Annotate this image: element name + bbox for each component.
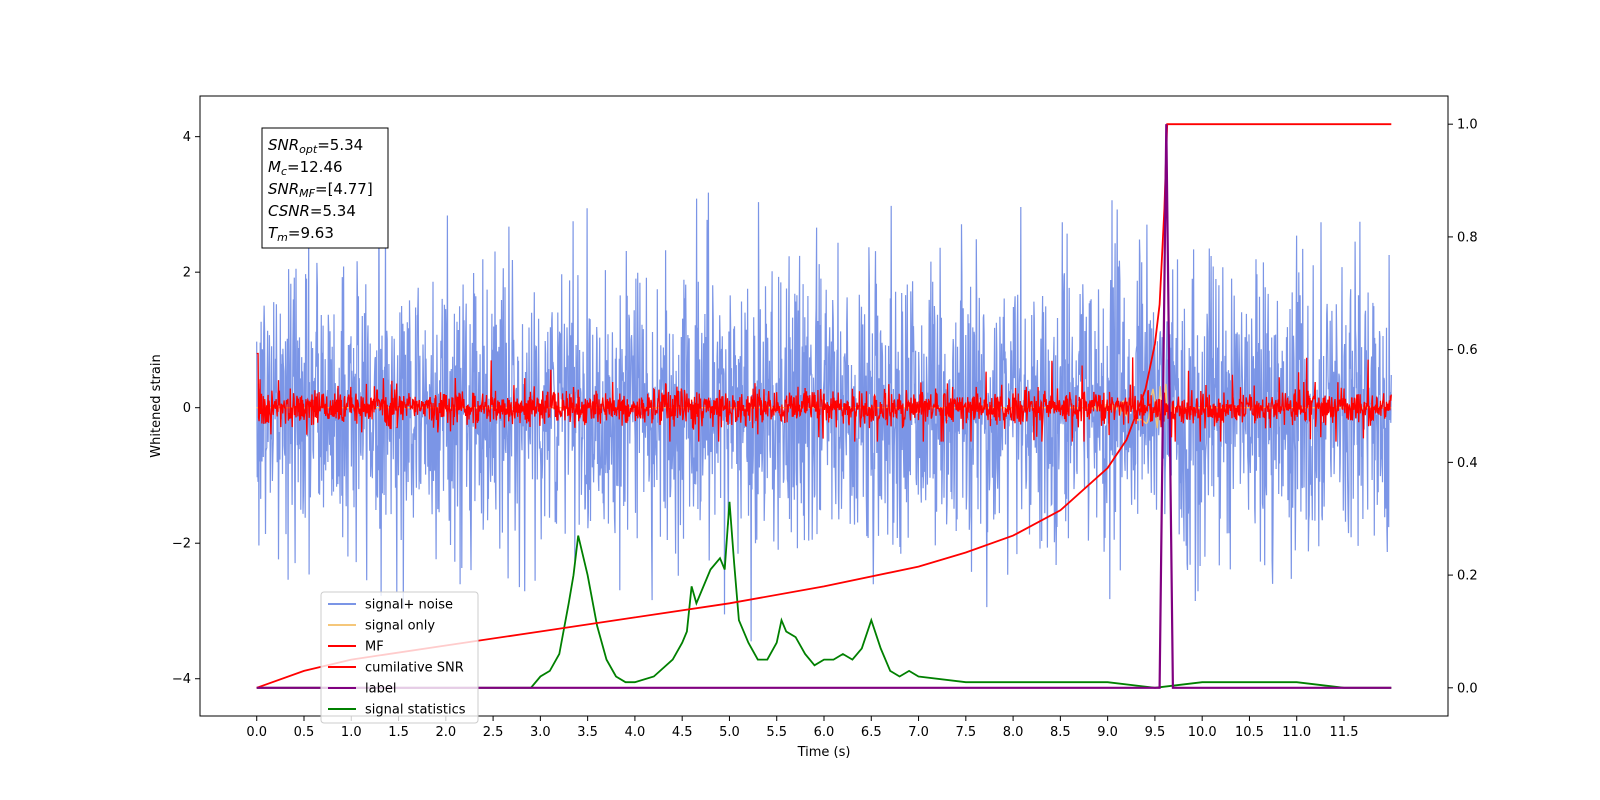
legend-items: signal+ noise signal only MF cumilative SNR… [328, 598, 466, 718]
annotation-snr-mf: SNRMF=[4.77] [268, 180, 373, 200]
legend: signal+ noise signal only MF cumilative SNR… [320, 591, 479, 724]
x-tick-label: 9.5 [1145, 725, 1166, 740]
x-axis-label: Time (s) [797, 745, 851, 760]
x-tick-label: 3.0 [530, 725, 551, 740]
y2-tick-label: 0.2 [1457, 569, 1478, 584]
x-tick-label: 5.0 [719, 725, 740, 740]
x-tick-label: 9.0 [1097, 725, 1118, 740]
y-tick-label: 2 [183, 266, 191, 281]
x-tick-label: 0.0 [246, 725, 267, 740]
y2-tick-label: 0.6 [1457, 343, 1478, 358]
plot-area [256, 123, 1392, 689]
x-tick-label: 2.0 [435, 725, 456, 740]
x-tick-label: 11.0 [1282, 725, 1311, 740]
legend-label: cumilative SNR [365, 661, 464, 676]
x-axis: 0.0 0.5 1.0 1.5 2.0 2.5 3.0 3.5 4.0 4.5 5.0 5.5 6.0 6… [246, 716, 1358, 740]
series-mf [256, 352, 1392, 442]
x-tick-label: 10.0 [1188, 725, 1217, 740]
x-tick-label: 7.5 [955, 725, 976, 740]
y-tick-label: −4 [172, 672, 191, 687]
x-tick-label: 11.5 [1330, 725, 1359, 740]
series-signal-statistics [256, 501, 1392, 689]
x-tick-label: 6.0 [814, 725, 835, 740]
x-tick-label: 2.5 [483, 725, 504, 740]
y-tick-label: −2 [172, 537, 191, 552]
x-tick-label: 6.5 [861, 725, 882, 740]
legend-label: signal+ noise [365, 598, 453, 613]
annotation-mc: Mc=12.46 [268, 158, 343, 178]
annotation-csnr: CSNR=5.34 [268, 202, 356, 220]
stats-annotation-box: SNRopt=5.34 Mc=12.46 SNRMF=[4.77] CSNR=5… [261, 127, 389, 249]
x-tick-label: 4.5 [672, 725, 693, 740]
annotation-snr-opt: SNRopt=5.34 [268, 136, 363, 156]
y-tick-label: 4 [183, 130, 191, 145]
x-tick-label: 8.5 [1050, 725, 1071, 740]
y-axis-right: 1.0 0.8 0.6 0.4 0.2 0.0 [1448, 118, 1478, 696]
legend-label: signal statistics [365, 703, 466, 718]
legend-label: label [365, 682, 396, 697]
x-tick-label: 0.5 [294, 725, 315, 740]
y2-tick-label: 0.0 [1457, 681, 1478, 696]
y2-tick-label: 0.8 [1457, 230, 1478, 245]
x-tick-label: 8.0 [1003, 725, 1024, 740]
y2-tick-label: 1.0 [1457, 118, 1478, 133]
series-label [256, 124, 1392, 689]
annotation-tm: Tm=9.63 [268, 224, 334, 244]
y-axis-label: Whitened strain [149, 354, 164, 457]
x-tick-label: 10.5 [1235, 725, 1264, 740]
x-tick-label: 7.0 [908, 725, 929, 740]
x-tick-label: 1.5 [388, 725, 409, 740]
annotation-border [261, 127, 389, 249]
series-signal-noise [256, 178, 1392, 642]
y-tick-label: 0 [183, 401, 191, 416]
legend-frame [320, 591, 479, 724]
x-tick-label: 5.5 [766, 725, 787, 740]
legend-label: signal only [365, 619, 435, 634]
y-axis-left: 4 2 0 −2 −4 [172, 130, 200, 687]
legend-label: MF [365, 640, 384, 655]
x-tick-label: 1.0 [341, 725, 362, 740]
x-tick-label: 3.5 [577, 725, 598, 740]
y2-tick-label: 0.4 [1457, 456, 1478, 471]
x-tick-label: 4.0 [625, 725, 646, 740]
